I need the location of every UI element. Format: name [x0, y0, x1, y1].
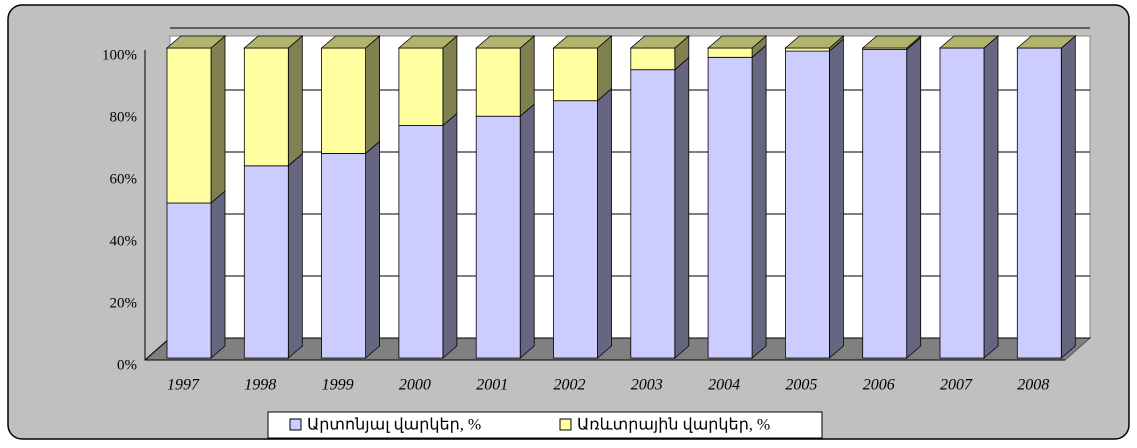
bar-side	[365, 35, 381, 155]
bar	[398, 125, 444, 359]
bar	[321, 47, 367, 154]
bar	[166, 202, 212, 359]
bar	[243, 165, 289, 359]
y-tick-label: 80%	[110, 109, 138, 125]
y-tick-label: 0%	[117, 357, 137, 373]
bar-side	[365, 140, 381, 359]
bar-side	[829, 38, 844, 359]
x-tick-label: 1998	[244, 377, 276, 394]
bar-top	[165, 35, 227, 49]
bar	[707, 56, 753, 359]
x-tick-label: 2004	[708, 377, 740, 394]
bar-side	[519, 35, 535, 118]
x-tick-label: 1997	[167, 377, 200, 394]
bar-top	[320, 35, 381, 49]
bar-side	[597, 87, 612, 359]
axis	[144, 337, 171, 361]
x-tick-label: 1999	[322, 377, 354, 394]
bar-top	[707, 35, 768, 49]
bar-side	[442, 35, 458, 127]
bar-top	[475, 35, 536, 49]
legend-label: Արտոնյալ վարկեր, %	[307, 417, 481, 434]
bar-side	[519, 103, 535, 359]
bar-side	[287, 152, 303, 359]
bar-side	[1060, 35, 1076, 359]
bar-top	[629, 35, 690, 49]
bar	[398, 47, 444, 126]
bar	[785, 50, 830, 359]
bar-side	[210, 35, 226, 204]
y-tick-label: 20%	[110, 295, 138, 311]
bar-side	[906, 36, 922, 359]
bar-top	[938, 35, 1000, 49]
bar-side	[442, 112, 458, 359]
bar	[862, 49, 908, 359]
bar	[553, 47, 598, 102]
x-tick-label: 2000	[399, 377, 431, 394]
bar	[475, 115, 521, 359]
legend	[267, 411, 823, 439]
bar	[630, 69, 676, 359]
x-tick-label: 2006	[863, 377, 895, 394]
legend-swatch	[559, 418, 572, 431]
x-tick-label: 2005	[785, 377, 817, 394]
bar-top	[552, 35, 613, 49]
bar-side	[674, 56, 690, 359]
bar-top	[784, 35, 845, 49]
y-tick-label: 100%	[102, 47, 137, 63]
legend-label: Առևտրային վարկեր, %	[577, 417, 770, 434]
bar	[475, 47, 521, 117]
bar	[1016, 47, 1062, 359]
bar	[707, 47, 753, 58]
bar-side	[751, 44, 767, 359]
y-tick-label: 40%	[110, 233, 138, 249]
y-tick-label: 60%	[110, 171, 138, 187]
x-tick-label: 2001	[476, 377, 508, 394]
bar	[243, 47, 289, 167]
bar	[166, 47, 212, 204]
x-tick-label: 2007	[940, 377, 973, 394]
x-tick-label: 2002	[554, 377, 586, 394]
bar-top	[861, 35, 922, 49]
bar-top	[397, 35, 458, 49]
bar-side	[287, 35, 303, 167]
bar	[630, 47, 676, 71]
bar	[785, 47, 830, 52]
bar-top	[243, 35, 304, 49]
x-tick-label: 2003	[631, 377, 663, 394]
bar	[321, 152, 367, 359]
bar-top	[1016, 35, 1077, 49]
bar-side	[210, 190, 226, 359]
bar	[939, 47, 985, 359]
bar-side	[983, 35, 999, 359]
bar	[553, 100, 598, 359]
x-tick-label: 2008	[1017, 377, 1049, 394]
legend-swatch	[289, 418, 302, 431]
